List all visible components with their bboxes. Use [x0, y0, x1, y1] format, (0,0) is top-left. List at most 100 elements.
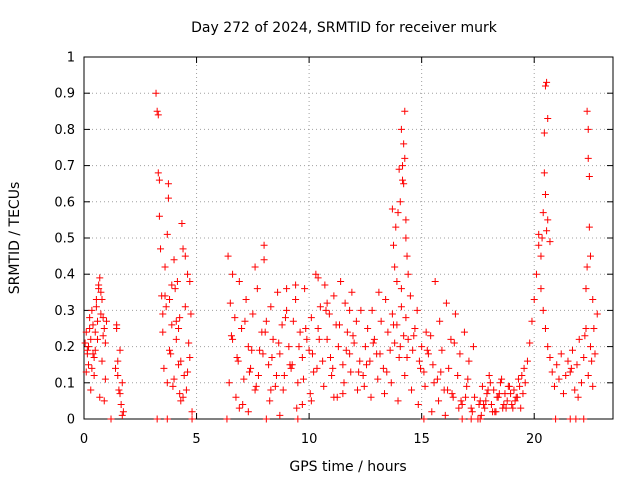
data-point [403, 252, 411, 260]
data-point [456, 350, 464, 358]
data-point [402, 314, 410, 322]
data-point [285, 343, 293, 351]
data-point [564, 357, 572, 365]
y-tick-label: 0.1 [54, 376, 75, 391]
data-point [428, 408, 436, 416]
data-point [168, 321, 176, 329]
data-point [245, 368, 253, 376]
data-point [323, 299, 331, 307]
data-point [399, 176, 407, 184]
data-point [96, 274, 104, 282]
data-point [377, 317, 385, 325]
data-point [567, 364, 575, 372]
data-point [360, 382, 368, 390]
data-point [114, 372, 122, 380]
data-point [334, 343, 342, 351]
data-point [450, 339, 458, 347]
data-point [396, 198, 404, 206]
data-point [509, 404, 517, 412]
data-point [356, 357, 364, 365]
data-point [172, 335, 180, 343]
data-point [235, 404, 243, 412]
data-point [451, 310, 459, 318]
data-point [272, 372, 280, 380]
data-point [521, 379, 529, 387]
x-tick-label: 15 [413, 432, 430, 447]
data-point [350, 339, 358, 347]
data-point [98, 296, 106, 304]
data-point [283, 285, 291, 293]
data-point [583, 263, 591, 271]
data-point [486, 379, 494, 387]
data-point [96, 393, 104, 401]
data-point [507, 390, 515, 398]
data-point [437, 368, 445, 376]
data-point [469, 343, 477, 351]
data-point [92, 303, 100, 311]
data-point [303, 335, 311, 343]
x-tick-label: 0 [80, 432, 88, 447]
data-point [83, 346, 91, 354]
data-point [177, 357, 185, 365]
data-point [232, 393, 240, 401]
data-point [223, 415, 231, 423]
data-point [504, 382, 512, 390]
data-point [89, 321, 97, 329]
data-point [337, 277, 345, 285]
data-point [584, 154, 592, 162]
data-point [538, 234, 546, 242]
data-point [585, 172, 593, 180]
data-point [288, 361, 296, 369]
data-point [495, 390, 503, 398]
data-point [301, 285, 309, 293]
data-point [239, 401, 247, 409]
data-point [467, 415, 475, 423]
data-point [455, 404, 463, 412]
data-point [463, 382, 471, 390]
data-point [347, 368, 355, 376]
data-point [234, 357, 242, 365]
data-point [85, 343, 93, 351]
data-point [550, 382, 558, 390]
data-point [555, 375, 563, 383]
data-point [271, 382, 279, 390]
data-point [498, 375, 506, 383]
axis-ticks: 00.10.20.30.40.50.60.70.80.910 5 10 15 20 [54, 51, 613, 447]
data-point [229, 270, 237, 278]
data-point [368, 306, 376, 314]
data-point [225, 379, 233, 387]
data-point [566, 368, 574, 376]
data-point [242, 296, 250, 304]
data-point [116, 390, 124, 398]
data-points [81, 78, 601, 423]
data-point [115, 386, 123, 394]
data-point [163, 379, 171, 387]
data-point [89, 350, 97, 358]
data-point [517, 404, 525, 412]
x-tick-label: 20 [526, 432, 543, 447]
data-point [118, 411, 126, 419]
data-point [94, 335, 102, 343]
data-point [400, 180, 408, 188]
data-point [523, 357, 531, 365]
data-point [410, 332, 418, 340]
data-point [82, 368, 90, 376]
data-point [86, 314, 94, 322]
data-point [227, 332, 235, 340]
data-point [447, 335, 455, 343]
data-point [346, 350, 354, 358]
data-point [401, 154, 409, 162]
data-point [299, 375, 307, 383]
data-point [510, 386, 518, 394]
data-point [261, 328, 269, 336]
data-point [374, 375, 382, 383]
data-point [340, 379, 348, 387]
data-point [293, 404, 301, 412]
data-point [98, 357, 106, 365]
data-point [287, 364, 295, 372]
data-point [383, 368, 391, 376]
data-point [313, 364, 321, 372]
data-point [296, 328, 304, 336]
y-tick-label: 0.6 [54, 195, 75, 210]
data-point [252, 382, 260, 390]
